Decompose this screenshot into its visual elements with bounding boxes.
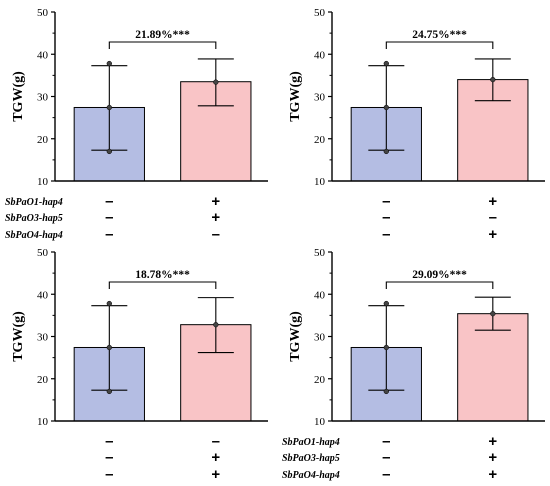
y-tick-label: 30 <box>37 332 49 344</box>
genotype-plus: + <box>488 226 497 243</box>
data-point <box>106 60 112 67</box>
y-axis-label: TGW(g) <box>11 311 26 362</box>
y-tick-label: 10 <box>37 176 49 188</box>
data-point <box>383 344 389 351</box>
bar-treatment <box>457 79 529 182</box>
data-point <box>106 300 112 307</box>
genotype-plus: + <box>211 466 220 483</box>
data-point <box>213 79 219 85</box>
significance-bracket <box>385 41 494 49</box>
genotype-plus: + <box>488 193 497 210</box>
genotype-minus: – <box>212 433 220 450</box>
genotype-minus: – <box>382 449 390 466</box>
data-point <box>106 388 112 395</box>
gene-label: SbPaO1-hap4 <box>282 437 340 448</box>
genotype-minus: – <box>489 209 497 226</box>
y-tick-label: 10 <box>314 176 326 188</box>
significance-annotation: 24.75%*** <box>412 29 467 41</box>
data-point <box>383 104 389 111</box>
y-tick-label: 20 <box>314 374 326 386</box>
data-point <box>383 300 389 307</box>
genotype-plus: + <box>211 193 220 210</box>
y-tick-label: 50 <box>37 7 49 19</box>
gene-label: SbPaO3-hap5 <box>5 213 63 224</box>
y-tick-label: 50 <box>314 7 326 19</box>
significance-bracket <box>108 281 217 289</box>
significance-annotation: 18.78%*** <box>135 269 190 281</box>
genotype-plus: + <box>488 433 497 450</box>
gene-label: SbPaO4-hap4 <box>282 470 340 481</box>
data-point <box>106 148 112 155</box>
y-tick-label: 30 <box>314 332 326 344</box>
y-axis-label: TGW(g) <box>288 71 303 122</box>
y-tick-label: 20 <box>37 374 49 386</box>
genotype-minus: – <box>105 449 113 466</box>
data-point <box>213 322 219 328</box>
data-point <box>106 104 112 111</box>
significance-bracket <box>108 41 217 49</box>
data-point <box>490 76 496 83</box>
y-axis-label: TGW(g) <box>11 71 26 122</box>
genotype-plus: + <box>211 449 220 466</box>
y-tick-label: 20 <box>37 134 49 146</box>
genotype-plus: + <box>488 466 497 483</box>
panel-4: 10 20 30 40 50 TGW(g) 29.09%*** – + – + – + SbPaO1-ha… <box>282 247 545 483</box>
genotype-minus: – <box>105 433 113 450</box>
y-tick-label: 30 <box>37 92 49 104</box>
y-tick-label: 50 <box>37 247 49 259</box>
genotype-minus: – <box>212 226 220 243</box>
genotype-minus: – <box>105 226 113 243</box>
significance-bracket <box>385 281 494 289</box>
y-tick-label: 10 <box>37 416 49 428</box>
data-point <box>106 344 112 351</box>
genotype-minus: – <box>105 466 113 483</box>
genotype-minus: – <box>105 193 113 210</box>
significance-annotation: 21.89%*** <box>135 29 190 41</box>
data-point <box>383 60 389 67</box>
y-tick-label: 40 <box>314 49 326 61</box>
bar-treatment <box>457 313 529 422</box>
significance-annotation: 29.09%*** <box>412 269 467 281</box>
data-point <box>383 148 389 155</box>
data-point <box>490 311 496 317</box>
data-point <box>383 388 389 395</box>
gene-label: SbPaO4-hap4 <box>5 230 63 241</box>
gene-label: SbPaO1-hap4 <box>5 197 63 208</box>
y-axis-label: TGW(g) <box>288 311 303 362</box>
genotype-minus: – <box>382 466 390 483</box>
genotype-minus: – <box>382 209 390 226</box>
y-tick-label: 40 <box>314 289 326 301</box>
y-tick-label: 40 <box>37 289 49 301</box>
genotype-minus: – <box>382 433 390 450</box>
y-tick-label: 40 <box>37 49 49 61</box>
y-tick-label: 10 <box>314 416 326 428</box>
genotype-plus: + <box>211 209 220 226</box>
gene-label: SbPaO3-hap5 <box>282 453 340 464</box>
genotype-minus: – <box>382 193 390 210</box>
genotype-minus: – <box>382 226 390 243</box>
y-tick-label: 30 <box>314 92 326 104</box>
genotype-minus: – <box>105 209 113 226</box>
y-tick-label: 50 <box>314 247 326 259</box>
y-tick-label: 20 <box>314 134 326 146</box>
genotype-plus: + <box>488 449 497 466</box>
